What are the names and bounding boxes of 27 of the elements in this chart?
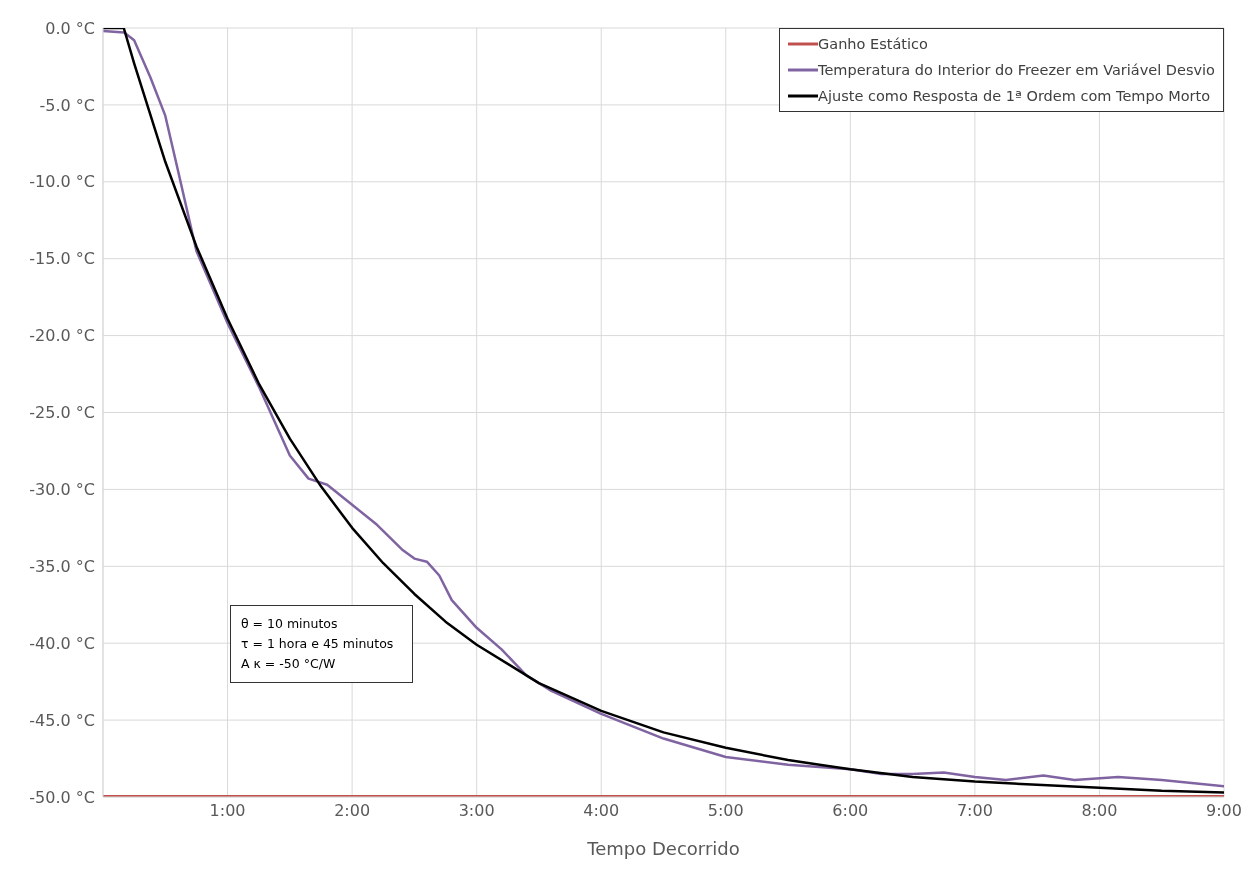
annotation: A κ = -50 °C/W (241, 655, 337, 673)
y-tick-label: -40.0 °C (29, 633, 95, 653)
x-tick-label: 7:00 (956, 801, 993, 821)
x-tick-label: 1:00 (209, 801, 246, 821)
y-tick-label: -20.0 °C (29, 326, 95, 346)
y-tick-label: -10.0 °C (29, 172, 95, 192)
y-tick-label: -30.0 °C (29, 480, 95, 500)
x-tick-label: 6:00 (832, 801, 869, 821)
legend-label: Ajuste como Resposta de 1ª Ordem com Tempo Morto (818, 88, 1211, 104)
x-tick-label: 8:00 (1081, 801, 1118, 821)
legend-label: Temperatura do Interior do Freezer em Variável Desvio (818, 62, 1215, 78)
y-tick-label: 0.0 °C (45, 18, 95, 38)
y-tick-label: -25.0 °C (29, 403, 95, 423)
x-tick-label: 4:00 (583, 801, 620, 821)
annotation: τ = 1 hora e 45 minutos (241, 635, 395, 653)
y-tick-label: -15.0 °C (29, 249, 95, 269)
legend-label: Ganho Estático (818, 36, 928, 52)
x-tick-label: 3:00 (458, 801, 495, 821)
y-tick-label: -5.0 °C (39, 95, 95, 115)
y-tick-label: -35.0 °C (29, 556, 95, 576)
x-tick-label: 5:00 (707, 801, 744, 821)
x-tick-label: 2:00 (334, 801, 371, 821)
x-tick-label: 9:00 (1206, 801, 1242, 821)
annotation: θ = 10 minutos (241, 615, 339, 633)
x-axis-title: Tempo Decorrido (586, 838, 740, 859)
y-tick-label: -45.0 °C (29, 710, 95, 730)
y-tick-label: -50.0 °C (29, 787, 95, 807)
